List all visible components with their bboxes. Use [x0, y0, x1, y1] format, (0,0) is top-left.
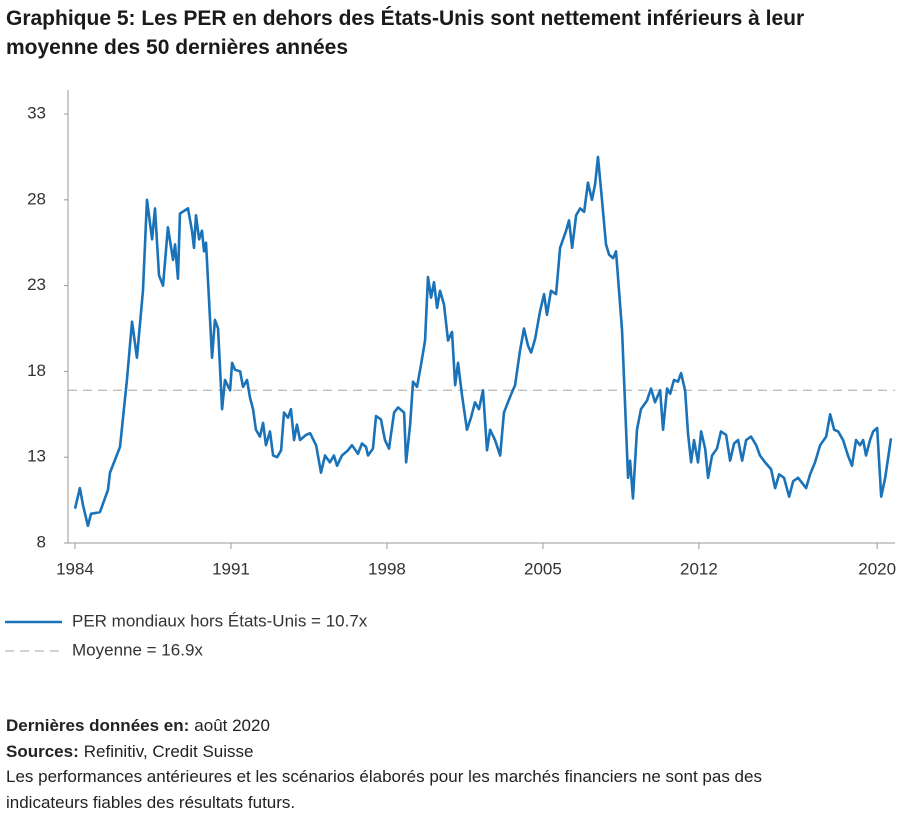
- x-tick-label: 1991: [212, 559, 250, 578]
- data-line: [73, 155, 893, 528]
- legend-label: Moyenne = 16.9x: [72, 640, 203, 659]
- y-tick-label: 13: [27, 447, 46, 466]
- last-data-line: Dernières données en: août 2020: [6, 713, 841, 739]
- x-tick-label: 2012: [680, 559, 718, 578]
- y-tick-label: 8: [37, 532, 46, 551]
- y-tick-label: 23: [27, 275, 46, 294]
- y-tick-label: 28: [27, 189, 46, 208]
- disclaimer: Les performances antérieures et les scén…: [6, 767, 762, 812]
- x-tick-label: 2005: [524, 559, 562, 578]
- legend-label: PER mondiaux hors États-Unis = 10.7x: [72, 611, 368, 630]
- sources-line: Sources: Refinitiv, Credit Suisse: [6, 739, 841, 765]
- last-data: août 2020: [194, 716, 270, 735]
- footer: Dernières données en: août 2020 Sources: R…: [6, 713, 841, 815]
- x-tick-label: 2020: [858, 559, 896, 578]
- x-tick-label: 1998: [368, 559, 406, 578]
- x-tick-label: 1984: [56, 559, 94, 578]
- last-data-label: Dernières données en:: [6, 716, 190, 735]
- sources: Refinitiv, Credit Suisse: [83, 741, 254, 761]
- y-tick-label: 33: [27, 104, 46, 123]
- sources-label: Sources:: [6, 741, 79, 761]
- y-tick-label: 18: [27, 361, 46, 380]
- chart-title: Graphique 5: Les PER en dehors des États…: [6, 7, 805, 59]
